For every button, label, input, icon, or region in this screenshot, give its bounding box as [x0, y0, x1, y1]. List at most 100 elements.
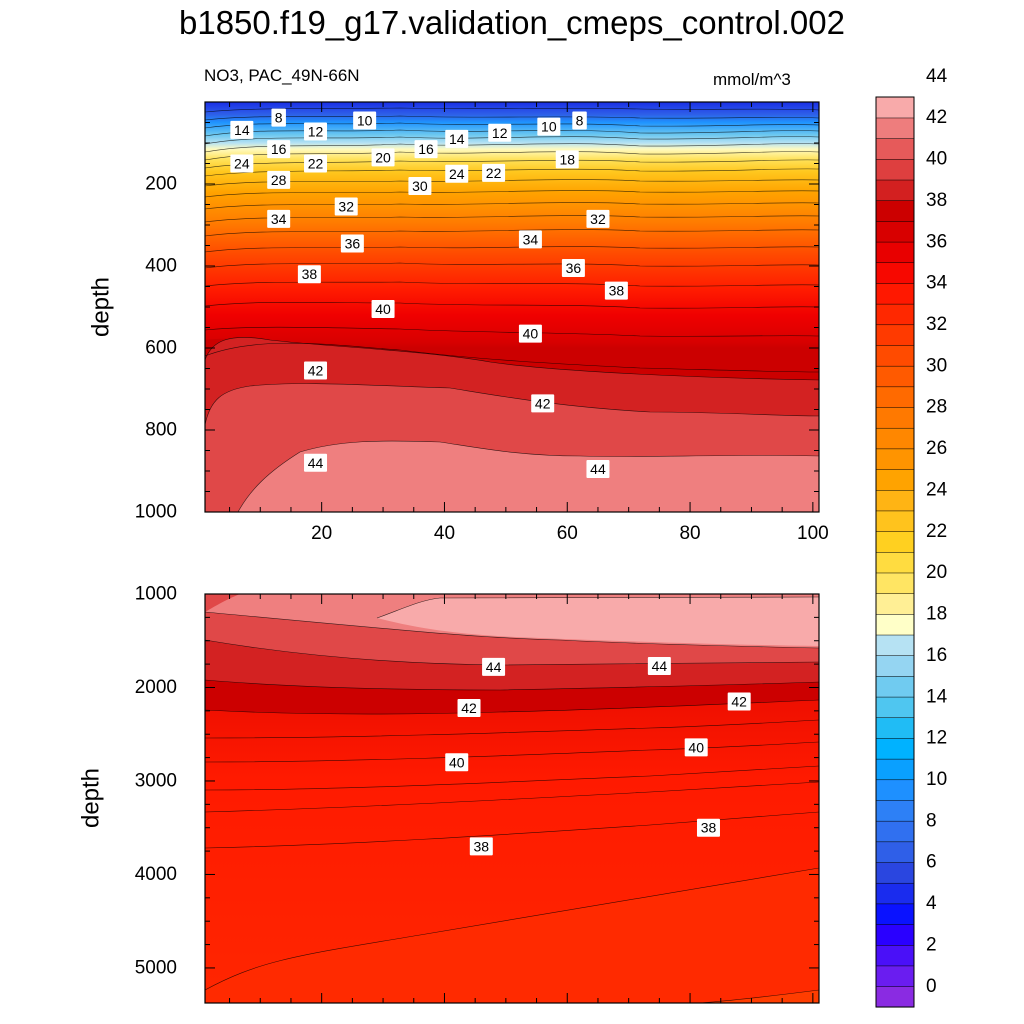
- colorbar-swatch: [875, 158, 915, 181]
- y-tick-label: 3000: [135, 770, 177, 791]
- x-tick-label: 40: [434, 523, 455, 544]
- contour-label-text: 42: [731, 694, 747, 710]
- colorbar-label: 14: [926, 686, 948, 707]
- contour-label-text: 14: [449, 131, 465, 147]
- contour-label: 42: [304, 361, 328, 380]
- colorbar-swatch: [875, 717, 915, 739]
- contour-label: 42: [531, 394, 555, 413]
- colorbar: 0246810121416182022242628303234363840424…: [875, 66, 948, 1008]
- colorbar-swatch: [875, 220, 915, 243]
- contour-label: 18: [555, 150, 579, 169]
- colorbar-label: 44: [926, 66, 948, 87]
- colorbar-swatch: [875, 241, 915, 264]
- contour-label-text: 38: [474, 838, 490, 854]
- colorbar-label: 16: [926, 645, 947, 666]
- colorbar-swatch: [875, 965, 915, 987]
- colorbar-label: 12: [926, 728, 947, 749]
- contour-label-text: 34: [523, 231, 539, 247]
- contour-label: 44: [647, 656, 671, 675]
- contour-label: 38: [604, 281, 628, 300]
- y-tick-label: 1000: [135, 502, 177, 523]
- colorbar-label: 40: [926, 149, 947, 170]
- contour-label-text: 42: [308, 363, 324, 379]
- lower-contour-fill: [205, 594, 819, 1003]
- colorbar-swatch: [875, 737, 915, 760]
- contour-label: 38: [469, 837, 493, 856]
- y-tick-label: 1000: [135, 584, 177, 605]
- x-tick-label: 60: [557, 523, 578, 544]
- contour-label-text: 22: [308, 156, 324, 172]
- colorbar-swatch: [875, 655, 915, 677]
- colorbar-label: 32: [926, 314, 947, 335]
- colorbar-swatch: [875, 675, 915, 698]
- contour-label: 38: [297, 265, 321, 284]
- contour-label-text: 24: [234, 156, 250, 172]
- contour-label: 38: [696, 818, 720, 837]
- contour-label: 40: [371, 300, 395, 319]
- colorbar-swatch: [875, 179, 915, 201]
- lower-contour-labels: 44 44 42 42 40 40 38 38: [445, 656, 751, 856]
- contour-label: 10: [537, 117, 561, 136]
- contour-label: 42: [727, 692, 751, 711]
- contour-label: 12: [304, 122, 328, 141]
- contour-label: 28: [267, 170, 291, 189]
- contour-label-text: 38: [609, 283, 625, 299]
- colorbar-label: 6: [926, 852, 937, 873]
- contour-label: 8: [271, 108, 286, 127]
- contour-label-text: 24: [449, 166, 465, 182]
- contour-label-text: 38: [701, 820, 717, 836]
- contour-label: 22: [482, 163, 506, 182]
- colorbar-swatch: [875, 200, 915, 222]
- contour-label: 14: [445, 129, 469, 148]
- contour-label-text: 36: [345, 235, 361, 251]
- upper-contour-fill: [205, 102, 819, 512]
- colorbar-swatch: [875, 634, 915, 656]
- colorbar-swatch: [875, 117, 915, 139]
- y-tick-label: 200: [145, 174, 177, 195]
- colorbar-label: 28: [926, 397, 947, 418]
- contour-label: 42: [457, 699, 481, 718]
- colorbar-swatch: [875, 510, 915, 532]
- colorbar-swatch: [875, 841, 915, 863]
- colorbar-swatch: [875, 324, 915, 346]
- contour-label-text: 10: [541, 119, 557, 135]
- colorbar-swatch: [875, 613, 915, 636]
- contour-label-text: 18: [559, 151, 575, 167]
- contour-label: 16: [267, 140, 291, 159]
- contour-label: 36: [561, 259, 585, 278]
- subtitle-variable-region: NO3, PAC_49N-66N: [204, 66, 360, 85]
- contour-label: 10: [353, 111, 377, 130]
- contour-label: 16: [414, 140, 438, 159]
- y-tick-label: 600: [145, 338, 177, 359]
- contour-label-text: 42: [461, 700, 477, 716]
- colorbar-label: 24: [926, 479, 948, 500]
- colorbar-swatch: [875, 572, 915, 594]
- contour-label-text: 30: [412, 178, 428, 194]
- contour-label-text: 16: [418, 141, 434, 157]
- lower-axis-ticks: 1000 2000 3000 4000 5000: [135, 584, 819, 1003]
- colorbar-swatch: [875, 448, 915, 470]
- lower-plot-frame: [204, 593, 820, 1004]
- contour-label-text: 12: [492, 125, 508, 141]
- y-tick-label: 2000: [135, 677, 177, 698]
- colorbar-swatch: [875, 551, 915, 574]
- contour-label-text: 40: [688, 739, 704, 755]
- colorbar-swatch: [875, 924, 915, 946]
- contour-label: 40: [518, 324, 542, 343]
- colorbar-swatch: [875, 469, 915, 491]
- x-tick-label: 100: [797, 523, 829, 544]
- contour-label: 24: [445, 164, 469, 183]
- colorbar-swatch: [875, 427, 915, 450]
- colorbar-swatch: [875, 406, 915, 429]
- colorbar-label: 2: [926, 934, 937, 955]
- colorbar-swatch: [875, 531, 915, 553]
- contour-label: 40: [445, 753, 469, 772]
- contour-label: 44: [482, 657, 506, 676]
- colorbar-swatch: [875, 944, 915, 967]
- contour-label-text: 36: [566, 260, 582, 276]
- colorbar-label: 10: [926, 769, 947, 790]
- contour-label: 44: [586, 459, 610, 478]
- colorbar-swatch: [875, 861, 915, 884]
- contour-label-text: 14: [234, 122, 250, 138]
- contour-label-text: 32: [338, 199, 354, 215]
